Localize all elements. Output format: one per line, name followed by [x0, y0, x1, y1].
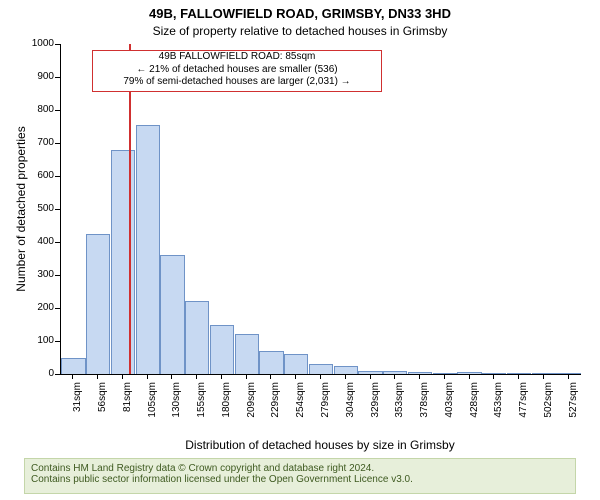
x-tick-label: 353sqm: [394, 382, 405, 430]
y-tick-label: 400: [24, 236, 54, 247]
x-tick-label: 155sqm: [196, 382, 207, 430]
y-tick-mark: [55, 143, 60, 144]
y-tick-mark: [55, 77, 60, 78]
x-tick-mark: [97, 374, 98, 379]
x-tick-mark: [221, 374, 222, 379]
x-tick-label: 229sqm: [270, 382, 281, 430]
callout-line-1: 49B FALLOWFIELD ROAD: 85sqm: [93, 51, 381, 64]
y-tick-mark: [55, 176, 60, 177]
histogram-bar: [334, 366, 358, 374]
x-axis-label: Distribution of detached houses by size …: [60, 438, 580, 452]
histogram-bar: [235, 334, 259, 374]
y-tick-label: 600: [24, 170, 54, 181]
y-tick-label: 800: [24, 104, 54, 115]
plot-area: [60, 44, 581, 375]
histogram-bar: [532, 373, 556, 374]
histogram-bar: [111, 150, 135, 374]
property-marker-line: [129, 44, 131, 374]
y-tick-label: 300: [24, 269, 54, 280]
x-tick-mark: [543, 374, 544, 379]
attribution-footer: Contains HM Land Registry data © Crown c…: [24, 458, 576, 494]
x-tick-mark: [270, 374, 271, 379]
x-tick-mark: [320, 374, 321, 379]
chart-container: { "title": { "text": "49B, FALLOWFIELD R…: [0, 0, 600, 500]
histogram-bar: [210, 325, 234, 375]
chart-title: 49B, FALLOWFIELD ROAD, GRIMSBY, DN33 3HD: [0, 6, 600, 21]
histogram-bar: [160, 255, 184, 374]
y-tick-label: 0: [24, 368, 54, 379]
x-tick-label: 378sqm: [419, 382, 430, 430]
x-tick-label: 502sqm: [543, 382, 554, 430]
x-tick-mark: [419, 374, 420, 379]
x-tick-mark: [469, 374, 470, 379]
x-tick-label: 329sqm: [370, 382, 381, 430]
y-tick-mark: [55, 374, 60, 375]
x-tick-mark: [568, 374, 569, 379]
histogram-bar: [284, 354, 308, 374]
x-tick-label: 477sqm: [518, 382, 529, 430]
x-tick-label: 130sqm: [171, 382, 182, 430]
x-tick-mark: [122, 374, 123, 379]
x-tick-label: 105sqm: [147, 382, 158, 430]
histogram-bar: [556, 373, 580, 374]
x-tick-mark: [171, 374, 172, 379]
histogram-bar: [309, 364, 333, 374]
x-tick-mark: [518, 374, 519, 379]
x-tick-label: 527sqm: [568, 382, 579, 430]
x-tick-label: 304sqm: [345, 382, 356, 430]
chart-subtitle: Size of property relative to detached ho…: [0, 24, 600, 38]
y-tick-label: 900: [24, 71, 54, 82]
x-tick-mark: [345, 374, 346, 379]
y-tick-mark: [55, 110, 60, 111]
x-tick-mark: [444, 374, 445, 379]
x-tick-mark: [147, 374, 148, 379]
y-tick-label: 700: [24, 137, 54, 148]
x-tick-label: 31sqm: [72, 382, 83, 430]
x-tick-label: 279sqm: [320, 382, 331, 430]
y-tick-mark: [55, 242, 60, 243]
x-tick-label: 81sqm: [122, 382, 133, 430]
histogram-bar: [136, 125, 160, 374]
footer-line-1: Contains HM Land Registry data © Crown c…: [31, 463, 569, 474]
y-tick-mark: [55, 275, 60, 276]
histogram-bar: [433, 373, 457, 374]
histogram-bar: [259, 351, 283, 374]
x-tick-mark: [196, 374, 197, 379]
x-tick-mark: [246, 374, 247, 379]
x-tick-mark: [394, 374, 395, 379]
y-tick-label: 500: [24, 203, 54, 214]
histogram-bar: [457, 372, 481, 374]
y-tick-mark: [55, 44, 60, 45]
x-tick-label: 209sqm: [246, 382, 257, 430]
x-tick-mark: [493, 374, 494, 379]
callout-line-3: 79% of semi-detached houses are larger (…: [93, 76, 381, 89]
histogram-bar: [86, 234, 110, 374]
y-tick-label: 100: [24, 335, 54, 346]
x-tick-mark: [370, 374, 371, 379]
footer-line-2: Contains public sector information licen…: [31, 474, 569, 485]
x-tick-label: 428sqm: [469, 382, 480, 430]
y-tick-mark: [55, 341, 60, 342]
x-tick-mark: [72, 374, 73, 379]
x-tick-label: 453sqm: [493, 382, 504, 430]
y-tick-label: 1000: [24, 38, 54, 49]
x-tick-label: 403sqm: [444, 382, 455, 430]
histogram-bar: [61, 358, 85, 375]
y-tick-label: 200: [24, 302, 54, 313]
callout-box: 49B FALLOWFIELD ROAD: 85sqm ← 21% of det…: [92, 50, 382, 92]
x-tick-label: 180sqm: [221, 382, 232, 430]
y-tick-mark: [55, 209, 60, 210]
histogram-bar: [185, 301, 209, 374]
y-tick-mark: [55, 308, 60, 309]
x-tick-mark: [295, 374, 296, 379]
x-tick-label: 56sqm: [97, 382, 108, 430]
x-tick-label: 254sqm: [295, 382, 306, 430]
callout-line-2: ← 21% of detached houses are smaller (53…: [93, 64, 381, 77]
